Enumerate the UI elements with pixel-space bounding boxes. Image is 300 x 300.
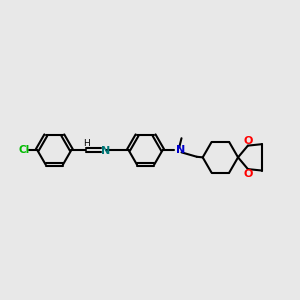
Text: N: N — [176, 145, 185, 155]
Text: O: O — [243, 169, 253, 179]
Text: H: H — [83, 139, 89, 148]
Text: Cl: Cl — [18, 145, 29, 155]
Text: N: N — [101, 146, 111, 156]
Text: O: O — [243, 136, 253, 146]
